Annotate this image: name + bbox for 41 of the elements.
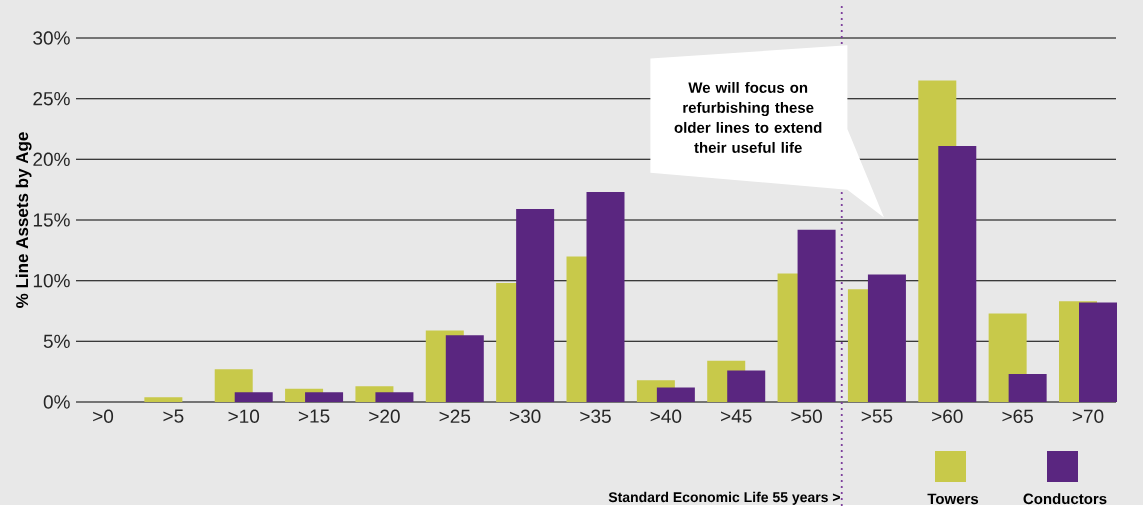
bar <box>144 397 183 402</box>
bar <box>797 229 836 402</box>
annotation: We will focus on refurbishing these older lines to extend their useful life <box>674 81 822 153</box>
x-tick-label: >50 <box>791 409 822 423</box>
bar <box>1079 302 1117 402</box>
x-tick-label: >60 <box>932 409 963 423</box>
x-tick-label: >30 <box>509 409 541 423</box>
bar <box>727 370 766 402</box>
bar <box>1008 374 1047 402</box>
y-tick-label: 30% <box>33 31 70 45</box>
bar <box>656 387 695 402</box>
x-tick-label: >15 <box>298 409 330 423</box>
x-tick-label: >55 <box>861 409 893 423</box>
x-tick-label: >35 <box>580 409 611 423</box>
y-tick-label: 20% <box>33 152 70 167</box>
bar <box>445 335 484 402</box>
legend-label: Towers <box>927 493 979 505</box>
y-tick-label: 15% <box>33 213 70 227</box>
legend-label: Conductors <box>1023 493 1107 505</box>
bar <box>375 392 414 402</box>
x-tick-label: >25 <box>439 409 471 423</box>
bar <box>516 209 555 402</box>
x-tick-label: >5 <box>163 409 184 423</box>
x-tick-label: >20 <box>369 409 400 423</box>
bar <box>938 145 977 402</box>
y-tick-label: 10% <box>33 273 70 288</box>
bar <box>234 392 273 402</box>
bar <box>867 274 906 402</box>
x-tick-label: >10 <box>228 409 260 423</box>
x-tick-label: >40 <box>650 409 682 423</box>
x-tick-label: >65 <box>1002 409 1033 423</box>
y-tick-label: 0% <box>43 395 70 409</box>
y-tick-label: 5% <box>43 334 70 348</box>
bar <box>586 192 625 402</box>
bar <box>305 392 344 402</box>
text: Standard Economic Life 55 years > <box>608 491 840 505</box>
y-axis-title: % Line Assets by Age <box>15 132 32 308</box>
x-tick-label: >0 <box>93 409 114 423</box>
y-tick-label: 25% <box>33 91 70 106</box>
x-tick-label: >70 <box>1072 409 1104 423</box>
x-tick-label: >45 <box>721 409 752 423</box>
